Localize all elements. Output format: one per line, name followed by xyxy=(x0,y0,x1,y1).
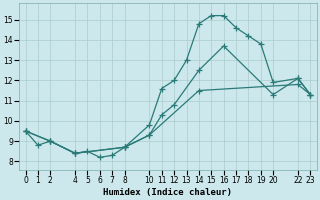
X-axis label: Humidex (Indice chaleur): Humidex (Indice chaleur) xyxy=(103,188,232,197)
